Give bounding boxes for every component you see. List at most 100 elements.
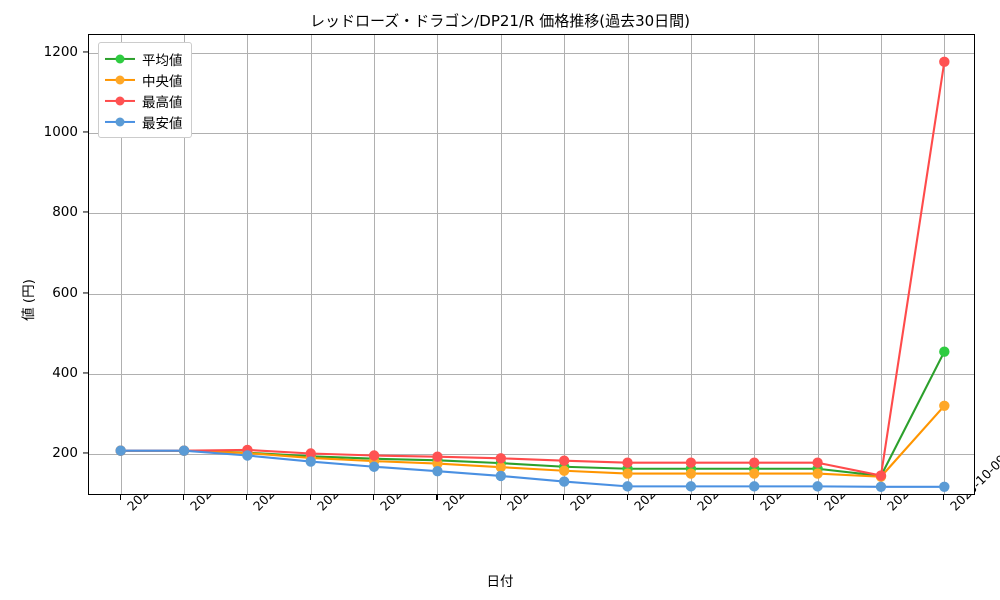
x-axis-tick-label: 2025-10-01 (440, 452, 502, 514)
x-axis-tick-mark (119, 495, 121, 500)
data-point-marker (875, 481, 887, 492)
x-axis-tick-label: 2025-10-09 (947, 452, 1000, 514)
data-point-marker (939, 56, 950, 68)
data-point-marker (939, 481, 950, 492)
gridline-vertical (754, 35, 756, 494)
gridline-vertical (500, 35, 502, 494)
data-point-marker (368, 450, 380, 461)
data-point-marker (305, 456, 316, 467)
gridline-vertical (437, 35, 439, 494)
data-point-marker (242, 450, 253, 461)
data-point-marker (749, 457, 760, 468)
data-point-marker (939, 400, 950, 411)
data-point-marker (622, 457, 633, 468)
data-point-marker (558, 455, 570, 466)
legend-swatch-icon (105, 73, 135, 87)
data-point-marker (558, 465, 570, 476)
data-point-marker (812, 468, 823, 479)
legend-swatch-icon (105, 94, 135, 108)
data-point-marker (685, 481, 697, 492)
data-point-marker (875, 470, 887, 481)
data-point-marker (812, 481, 823, 492)
x-axis-tick-mark (436, 495, 438, 500)
x-axis-tick-label: 2025-10-05 (694, 452, 756, 514)
series-lines-and-markers (115, 56, 950, 492)
y-axis-tick-label: 400 (52, 364, 78, 381)
gridline-vertical (564, 35, 566, 494)
series-line (119, 404, 946, 478)
legend-item-2[interactable]: 中央値 (105, 69, 183, 90)
series-line (119, 60, 946, 477)
legend-item-1[interactable]: 平均値 (105, 48, 183, 69)
legend-item-label: 平均値 (142, 52, 183, 69)
data-point-marker (812, 457, 823, 468)
gridline-horizontal (89, 453, 974, 455)
x-axis-tick-mark (626, 495, 628, 500)
x-axis-tick-label: 2025-09-26 (124, 452, 186, 514)
x-axis-tick-mark (816, 495, 818, 500)
gridline-vertical (184, 35, 186, 494)
data-point-marker (749, 481, 760, 492)
gridline-vertical (627, 35, 629, 494)
gridline-horizontal (89, 293, 974, 295)
series-4 (115, 445, 950, 492)
legend-item-label: 最高値 (142, 94, 183, 111)
gridline-horizontal (89, 53, 974, 55)
legend-item-label: 最安値 (142, 115, 183, 132)
x-axis-title: 日付 (486, 574, 514, 590)
y-axis-tick-label: 800 (52, 204, 78, 221)
x-axis-tick-mark (373, 495, 375, 500)
data-point-marker (939, 346, 950, 357)
x-axis-tick-mark (246, 495, 248, 500)
gridline-vertical (247, 35, 249, 494)
y-axis-tick-mark (83, 372, 88, 374)
gridline-horizontal (89, 373, 974, 375)
data-point-marker (622, 468, 633, 479)
data-point-marker (685, 468, 697, 479)
y-axis-tick-mark (83, 131, 88, 133)
data-point-marker (178, 445, 190, 456)
x-axis-tick-label: 2025-10-06 (757, 452, 819, 514)
data-point-marker (115, 445, 126, 456)
y-axis-tick-label: 200 (52, 444, 78, 461)
x-axis-tick-mark (943, 495, 945, 500)
legend-item-3[interactable]: 最高値 (105, 90, 183, 111)
series-3 (115, 56, 950, 481)
x-axis-tick-mark (879, 495, 882, 500)
chart-title: レッドローズ・ドラゴン/DP21/R 価格推移(過去30日間) (309, 12, 691, 30)
data-point-marker (495, 461, 507, 473)
x-axis-tick-label: 2025-10-03 (567, 452, 629, 514)
gridline-vertical (120, 35, 122, 494)
x-axis-tick-label: 2025-09-30 (377, 452, 439, 514)
series-1 (115, 346, 950, 482)
x-axis-tick-mark (183, 495, 185, 500)
y-axis-tick-label: 1200 (43, 44, 78, 61)
x-axis-tick-mark (563, 495, 565, 500)
legend-swatch-icon (105, 115, 135, 129)
gridline-vertical (880, 35, 882, 494)
x-axis-tick-label: 2025-09-28 (250, 452, 312, 514)
data-point-marker (432, 465, 443, 477)
chart-legend: 平均値 中央値最高値最安値 (98, 42, 192, 138)
gridline-vertical (690, 35, 692, 494)
x-axis-tick-mark (499, 495, 501, 500)
x-axis-tick-label: 2025-10-07 (821, 452, 883, 514)
x-axis-tick-mark (309, 495, 311, 500)
gridline-vertical (944, 35, 946, 494)
y-axis-tick-mark (83, 452, 88, 454)
x-axis-tick-label: 2025-10-04 (631, 452, 693, 514)
y-axis-tick-mark (83, 51, 88, 53)
data-point-marker (749, 468, 760, 479)
x-axis-tick-label: 2025-10-02 (504, 452, 566, 514)
legend-item-4[interactable]: 最安値 (105, 111, 183, 132)
data-point-marker (622, 481, 633, 492)
data-point-marker (495, 453, 507, 464)
data-point-marker (685, 457, 697, 468)
gridline-vertical (310, 35, 312, 494)
gridline-vertical (817, 35, 819, 494)
y-axis-tick-label: 600 (52, 284, 78, 301)
x-axis-tick-label: 2025-09-27 (187, 452, 249, 514)
gridline-horizontal (89, 213, 974, 215)
x-axis-tick-label: 2025-10-08 (884, 452, 946, 514)
